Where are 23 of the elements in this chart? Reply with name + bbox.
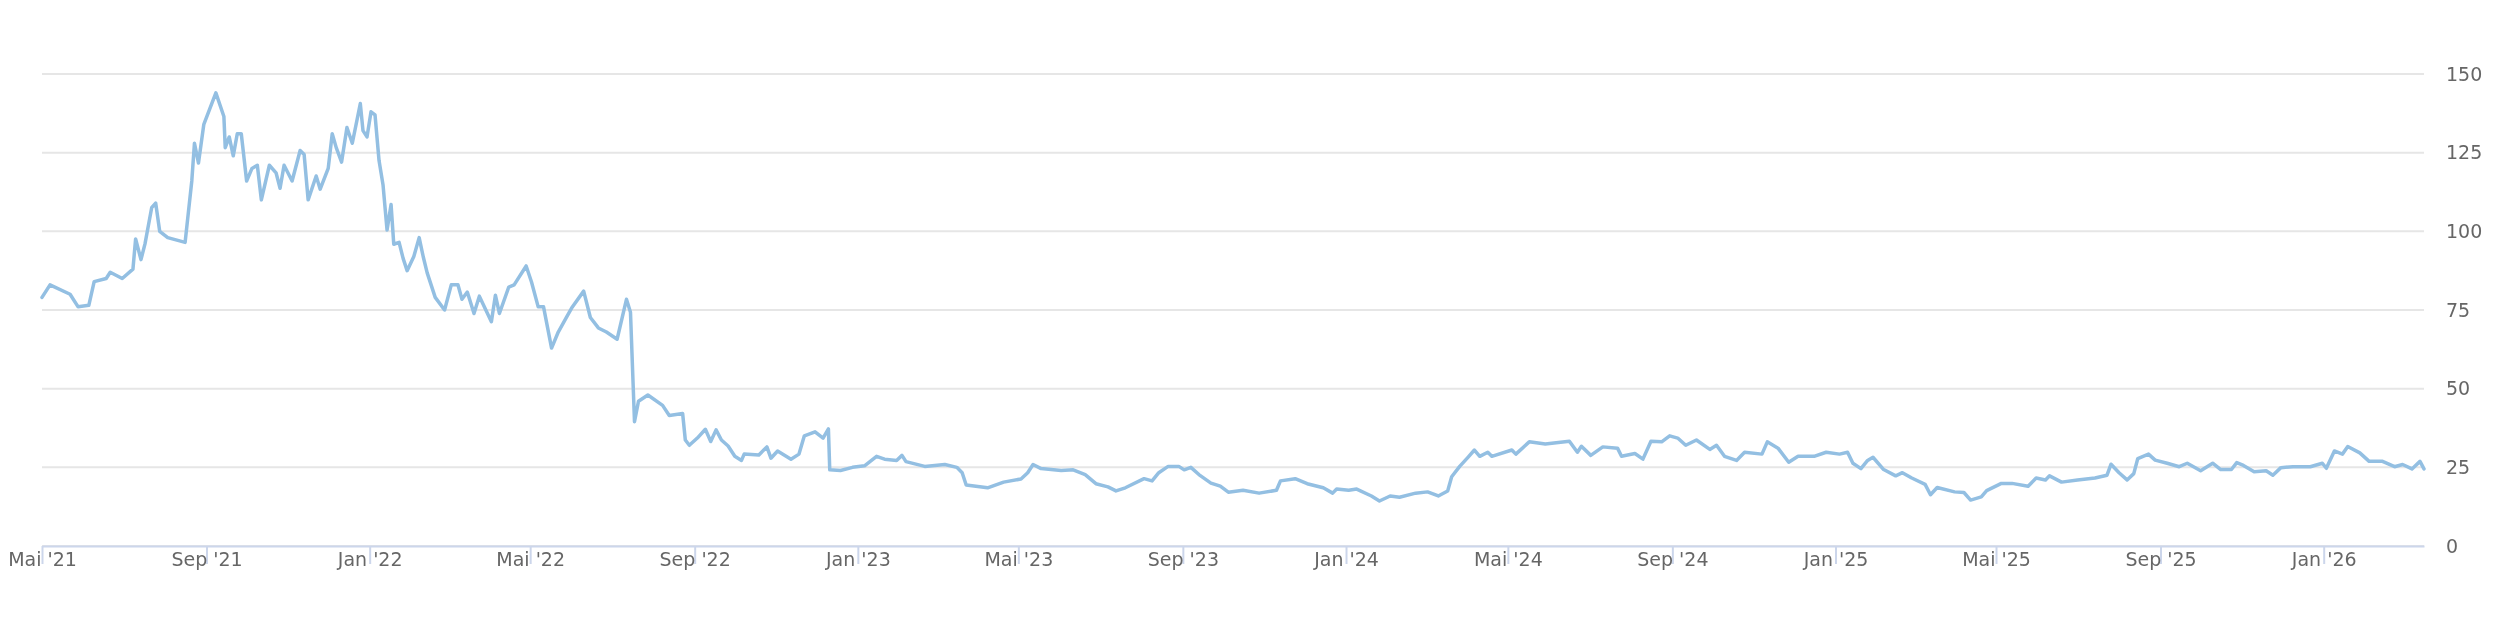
x-tick-label: Jan '22 — [336, 548, 403, 571]
line-series — [40, 91, 2426, 503]
x-tick-label: Mai '21 — [8, 548, 77, 571]
x-tick-label: Sep '23 — [1147, 548, 1219, 571]
x-tick-label: Sep '25 — [2125, 548, 2197, 571]
x-tick-label: Jan '25 — [1802, 548, 1869, 571]
y-tick-label: 75 — [2446, 298, 2471, 321]
y-tick-label: 25 — [2446, 455, 2471, 478]
x-tick-label: Mai '22 — [496, 548, 566, 571]
x-tick-label: Sep '24 — [1637, 548, 1709, 571]
y-tick-label: 50 — [2446, 377, 2471, 400]
y-tick-label: 150 — [2446, 62, 2483, 85]
x-tick-label: Jan '24 — [1313, 548, 1379, 571]
x-tick-label: Sep '21 — [171, 548, 243, 571]
x-tick-label: Jan '23 — [824, 548, 891, 571]
x-tick-label: Mai '23 — [984, 548, 1054, 571]
y-tick-label: 125 — [2446, 141, 2483, 164]
y-tick-label: 100 — [2446, 219, 2483, 242]
x-tick-label: Sep '22 — [659, 548, 731, 571]
x-tick-label: Mai '24 — [1473, 548, 1543, 571]
y-tick-label: 0 — [2446, 534, 2459, 557]
x-tick-label: Mai '25 — [1962, 548, 2031, 571]
x-tick-label: Jan '26 — [2290, 548, 2357, 571]
